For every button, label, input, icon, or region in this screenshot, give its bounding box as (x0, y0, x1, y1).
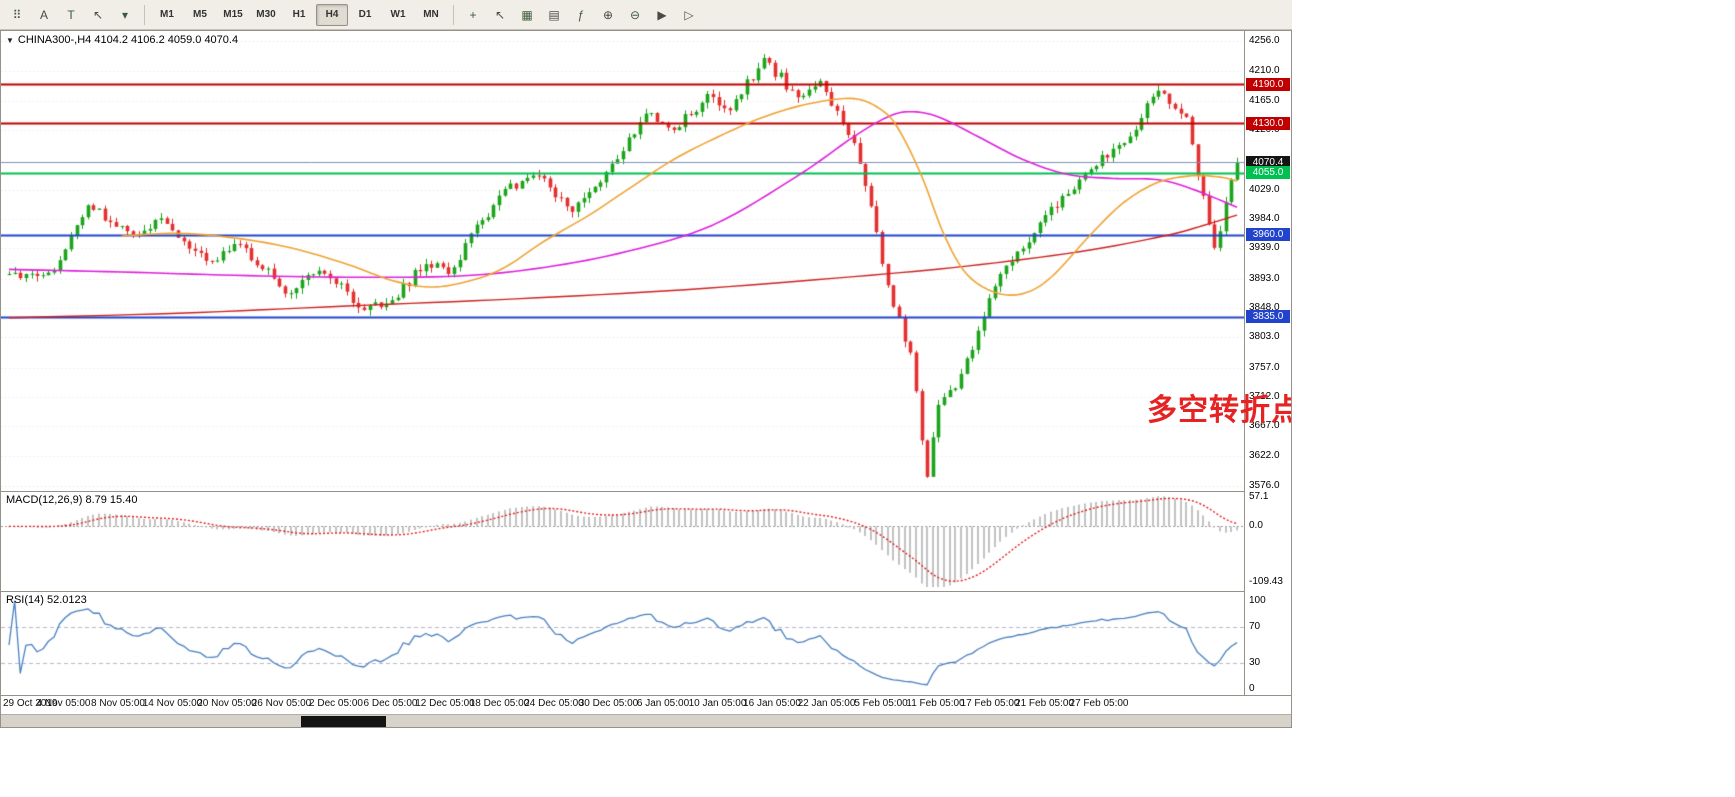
timeframe-m5[interactable]: M5 (193, 9, 207, 20)
price-tick-label: 4256.0 (1249, 35, 1280, 46)
chart-header: ▼ CHINA300-,H4 4104.2 4106.2 4059.0 4070.… (6, 34, 238, 46)
timeframe-mn[interactable]: MN (423, 9, 439, 20)
zoom-out-icon[interactable]: ⊖ (629, 7, 641, 22)
toolbar-right-icons: + ↖ ▦ ▤ ƒ ⊕ ⊖ ▶ ▷ (460, 3, 702, 27)
price-tick-label: 4210.0 (1249, 65, 1280, 77)
text-box-icon[interactable]: T (67, 7, 75, 22)
price-axis[interactable]: 4256.04210.04165.04120.04029.03984.03939… (1244, 31, 1291, 695)
timeframe-m30[interactable]: M30 (256, 9, 276, 20)
time-tick-label: 30 Dec 05:00 (578, 698, 639, 709)
toolbar-handle-icon[interactable]: ⠿ (12, 7, 22, 22)
symbol-dropdown-icon[interactable]: ▼ (6, 36, 14, 45)
toolbar: ⠿ A T ↖ ▾ M1 M5 M15 M30 H1 H4 D1 W1 MN + ↖ ▦ ▤ ƒ ⊕ ⊖ ▶ ▷ (0, 0, 1292, 30)
time-tick-label: 16 Jan 05:00 (743, 698, 801, 709)
toolbar-separator (453, 4, 454, 25)
time-tick-label: 17 Feb 05:00 (960, 698, 1020, 709)
price-tick-label: 3622.0 (1249, 449, 1280, 461)
trading-terminal: ⠿ A T ↖ ▾ M1 M5 M15 M30 H1 H4 D1 W1 MN + ↖ ▦ ▤ ƒ ⊕ ⊖ ▶ ▷ ▼ CH… (0, 0, 1292, 728)
cursor-icon[interactable]: ↖ (494, 7, 506, 22)
rsi-label: RSI(14) 52.0123 (6, 594, 87, 606)
time-tick-label: 2 Dec 05:00 (309, 698, 363, 709)
price-tick-label: 3848.0 (1249, 302, 1280, 313)
toolbar-left-icons: ⠿ A T ↖ ▾ (4, 3, 138, 27)
price-tick-label: 3576.0 (1249, 480, 1280, 491)
price-level-box[interactable]: 4190.0 (1246, 77, 1290, 91)
time-tick-label: 11 Feb 05:00 (906, 698, 965, 709)
rsi-tick-label: 0 (1249, 683, 1255, 694)
price-level-box[interactable]: 3835.0 (1246, 310, 1290, 323)
timeframe-h4[interactable]: H4 (316, 3, 348, 26)
price-tick-label: 3667.0 (1249, 420, 1280, 432)
timeframe-m1[interactable]: M1 (160, 9, 174, 20)
time-axis[interactable]: 29 Oct 2019 4 Nov 05:00 8 Nov 05:00 14 Nov … (1, 696, 1244, 713)
price-tick-label: 3984.0 (1249, 213, 1280, 224)
timeframe-h1[interactable]: H1 (292, 9, 306, 20)
profiles-icon[interactable]: ▤ (548, 7, 560, 22)
price-level-box[interactable]: 3960.0 (1246, 228, 1290, 242)
rsi-tick-label: 100 (1249, 595, 1266, 606)
price-level-box[interactable]: 4070.4 (1246, 155, 1290, 169)
panel-divider[interactable] (1, 491, 1291, 492)
macd-tick-label: 57.1 (1249, 491, 1269, 503)
price-tick-label: 3893.0 (1249, 272, 1280, 284)
timeframe-d1[interactable]: D1 (358, 9, 372, 20)
timeframe-w1[interactable]: W1 (390, 9, 406, 20)
price-tick-label: 3939.0 (1249, 242, 1280, 254)
time-tick-label: 4 Nov 05:00 (36, 698, 91, 709)
time-tick-label: 27 Feb 05:00 (1069, 698, 1129, 709)
indicators-icon[interactable]: ƒ (577, 7, 585, 22)
horizontal-scrollbar[interactable] (1, 714, 1291, 727)
time-tick-label: 12 Dec 05:00 (415, 698, 475, 709)
new-chart-icon[interactable]: ▦ (521, 7, 533, 22)
price-level-box[interactable]: 4055.0 (1246, 166, 1290, 180)
price-tick-label: 4165.0 (1249, 94, 1280, 106)
scrollbar-thumb[interactable] (301, 716, 386, 727)
price-tick-label: 3757.0 (1249, 361, 1280, 373)
timeframe-m15[interactable]: M15 (223, 9, 243, 20)
text-label-icon[interactable]: A (39, 7, 48, 22)
time-tick-label: 6 Dec 05:00 (363, 698, 418, 709)
panel-divider[interactable] (1, 591, 1291, 592)
rsi-tick-label: 70 (1249, 621, 1261, 633)
price-level-box[interactable]: 4130.0 (1246, 116, 1290, 130)
time-tick-label: 26 Nov 05:00 (251, 698, 312, 709)
time-tick-label: 18 Dec 05:00 (469, 698, 530, 709)
time-axis-divider (1, 695, 1291, 696)
time-tick-label: 8 Nov 05:00 (91, 698, 145, 709)
chart-window: ▼ CHINA300-,H4 4104.2 4106.2 4059.0 4070.… (0, 30, 1292, 728)
time-tick-label: 29 Oct 2019 (3, 698, 58, 709)
timeframe-group: M1 M5 M15 M30 H1 H4 D1 W1 MN (151, 3, 447, 26)
macd-tick-label: -109.43 (1249, 575, 1283, 587)
toolbar-separator (144, 4, 145, 25)
price-tick-label: 3712.0 (1249, 391, 1280, 402)
time-tick-label: 24 Dec 05:00 (524, 698, 584, 709)
time-tick-label: 10 Jan 05:00 (688, 698, 747, 709)
time-tick-label: 5 Feb 05:00 (854, 698, 908, 709)
auto-scroll-icon[interactable]: ▶ (657, 7, 667, 22)
chart-canvas[interactable] (1, 31, 1244, 727)
zoom-in-icon[interactable]: ⊕ (602, 7, 614, 22)
macd-tick-label: 0.0 (1249, 520, 1263, 532)
time-tick-label: 22 Jan 05:00 (797, 698, 856, 709)
draw-tools-caret-icon[interactable]: ▾ (121, 7, 129, 22)
chart-shift-icon[interactable]: ▷ (684, 7, 694, 22)
time-tick-label: 6 Jan 05:00 (636, 698, 690, 709)
price-tick-label: 4029.0 (1249, 183, 1280, 195)
time-tick-label: 20 Nov 05:00 (197, 698, 257, 709)
chart-annotation: 多空转折点4055 (1147, 394, 1291, 427)
macd-label: MACD(12,26,9) 8.79 15.40 (6, 494, 138, 506)
rsi-tick-label: 30 (1249, 656, 1261, 668)
time-tick-label: 21 Feb 05:00 (1015, 698, 1074, 709)
draw-tools-icon[interactable]: ↖ (92, 7, 104, 22)
crosshair-icon[interactable]: + (469, 7, 477, 22)
price-tick-label: 3803.0 (1249, 331, 1280, 343)
chart-title: CHINA300-,H4 4104.2 4106.2 4059.0 4070.4 (17, 34, 239, 46)
time-tick-label: 14 Nov 05:00 (142, 698, 203, 709)
